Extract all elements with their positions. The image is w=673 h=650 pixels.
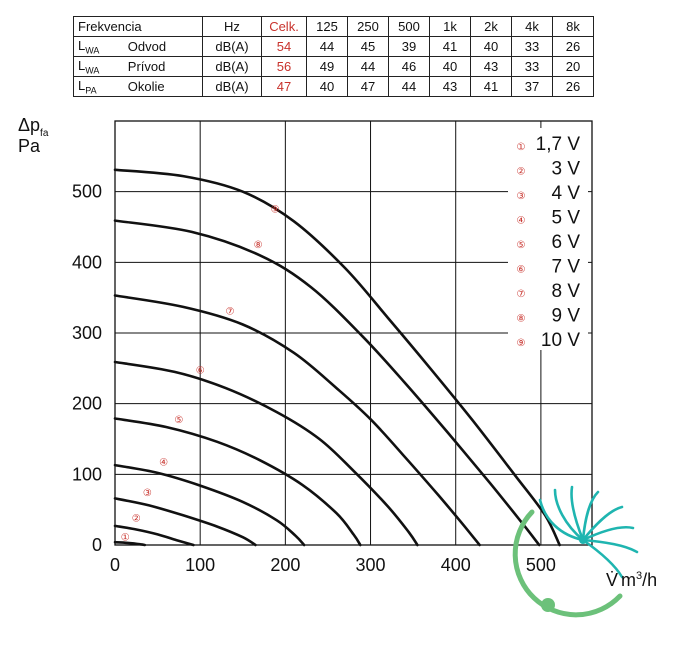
table-header-row: Frekvencia Hz Celk. 125 250 500 1k 2k 4k…: [73, 16, 594, 37]
table-row: LWA Odvod dB(A) 54 44 45 39 41 40 33 26: [72, 36, 594, 57]
curve-marker-8: ⑧: [254, 240, 263, 251]
tick-labels: 0 100 200 300 400 500 0 100 200 300 400 500: [72, 182, 556, 575]
legend-marker-3: ③: [517, 191, 526, 202]
curve-marker-3: ③: [143, 488, 152, 499]
brand-logo: [512, 485, 639, 618]
row-total: 47: [261, 76, 307, 97]
legend-marker-9: ⑨: [517, 338, 526, 349]
row-symbol: LWA: [72, 36, 124, 57]
table-row: LPA Okolie dB(A) 47 40 47 44 43 41 37 26: [72, 76, 594, 97]
x-tick-label: 300: [356, 555, 386, 575]
row-unit: dB(A): [202, 76, 262, 97]
legend-label-4: 5 V: [551, 208, 580, 229]
curve-marker-1: ①: [121, 533, 130, 544]
curve-7: [113, 294, 481, 547]
row-value: 40: [306, 76, 348, 97]
curve-9: [113, 168, 561, 547]
legend-label-6: 7 V: [551, 257, 580, 278]
curve-marker-9: ⑨: [271, 205, 280, 216]
x-tick-label: 0: [110, 555, 120, 575]
row-value: 26: [552, 76, 594, 97]
curve-8: [113, 219, 541, 547]
row-value: 37: [511, 76, 553, 97]
legend-label-8: 9 V: [551, 306, 580, 327]
curves: [113, 168, 561, 547]
curve-marker-6: ⑥: [196, 366, 205, 377]
legend-marker-1: ①: [517, 142, 526, 153]
table-row: LWA Prívod dB(A) 56 49 44 46 40 43 33 20: [72, 56, 594, 77]
curve-marker-7: ⑦: [226, 306, 235, 317]
header-500: 500: [388, 16, 430, 37]
row-value: 41: [429, 36, 471, 57]
legend-background: [508, 128, 588, 350]
noise-table: Frekvencia Hz Celk. 125 250 500 1k 2k 4k…: [72, 16, 594, 97]
legend-marker-8: ⑧: [517, 314, 526, 325]
y-tick-label: 500: [72, 182, 102, 202]
x-tick-label: 500: [526, 555, 556, 575]
legend-label-7: 8 V: [551, 281, 580, 302]
legend-marker-4: ④: [517, 216, 526, 227]
y-axis-unit: Pa: [18, 136, 41, 156]
curve-marker-5: ⑤: [174, 415, 183, 426]
row-value: 44: [347, 56, 389, 77]
curve-marker-4: ④: [159, 458, 168, 469]
legend-marker-6: ⑥: [517, 265, 526, 276]
curve-markers: ①② ③ ④ ⑤ ⑥ ⑦ ⑧ ⑨: [121, 205, 280, 544]
y-tick-label: 400: [72, 252, 102, 272]
row-value: 49: [306, 56, 348, 77]
y-axis-label: Δpfa: [18, 115, 49, 139]
x-tick-label: 100: [185, 555, 215, 575]
header-250: 250: [347, 16, 389, 37]
curve-5: [113, 417, 362, 547]
y-tick-label: 300: [72, 323, 102, 343]
curve-marker-2: ②: [132, 513, 141, 524]
legend-label-3: 4 V: [551, 183, 580, 204]
y-tick-label: 0: [92, 535, 102, 555]
curve-6: [113, 360, 419, 547]
legend-label-2: 3 V: [551, 159, 580, 180]
x-axis-label: V̇ m3/h: [606, 570, 657, 590]
legend-label-5: 6 V: [551, 232, 580, 253]
row-symbol: LPA: [72, 76, 124, 97]
legend: ① 1,7 V ② 3 V ③ 4 V ④ 5 V ⑤ 6 V ⑥ 7 V ⑦ 8 V ⑧ 9 V ⑨ 10 V: [508, 128, 588, 351]
curve-3: [113, 497, 257, 547]
curve-4: [113, 463, 306, 547]
row-unit: dB(A): [202, 36, 262, 57]
legend-label-1: 1,7 V: [536, 134, 581, 155]
x-tick-label: 200: [270, 555, 300, 575]
curve-1: [113, 540, 147, 547]
y-tick-label: 100: [72, 464, 102, 484]
row-label: Okolie: [123, 76, 203, 97]
legend-marker-5: ⑤: [517, 240, 526, 251]
y-tick-label: 200: [72, 394, 102, 414]
row-value: 26: [552, 36, 594, 57]
legend-marker-7: ⑦: [517, 289, 526, 300]
curve-2: [113, 524, 195, 547]
legend-marker-2: ②: [517, 167, 526, 178]
legend-label-9: 10 V: [541, 330, 580, 351]
row-value: 40: [429, 56, 471, 77]
x-tick-label: 400: [441, 555, 471, 575]
